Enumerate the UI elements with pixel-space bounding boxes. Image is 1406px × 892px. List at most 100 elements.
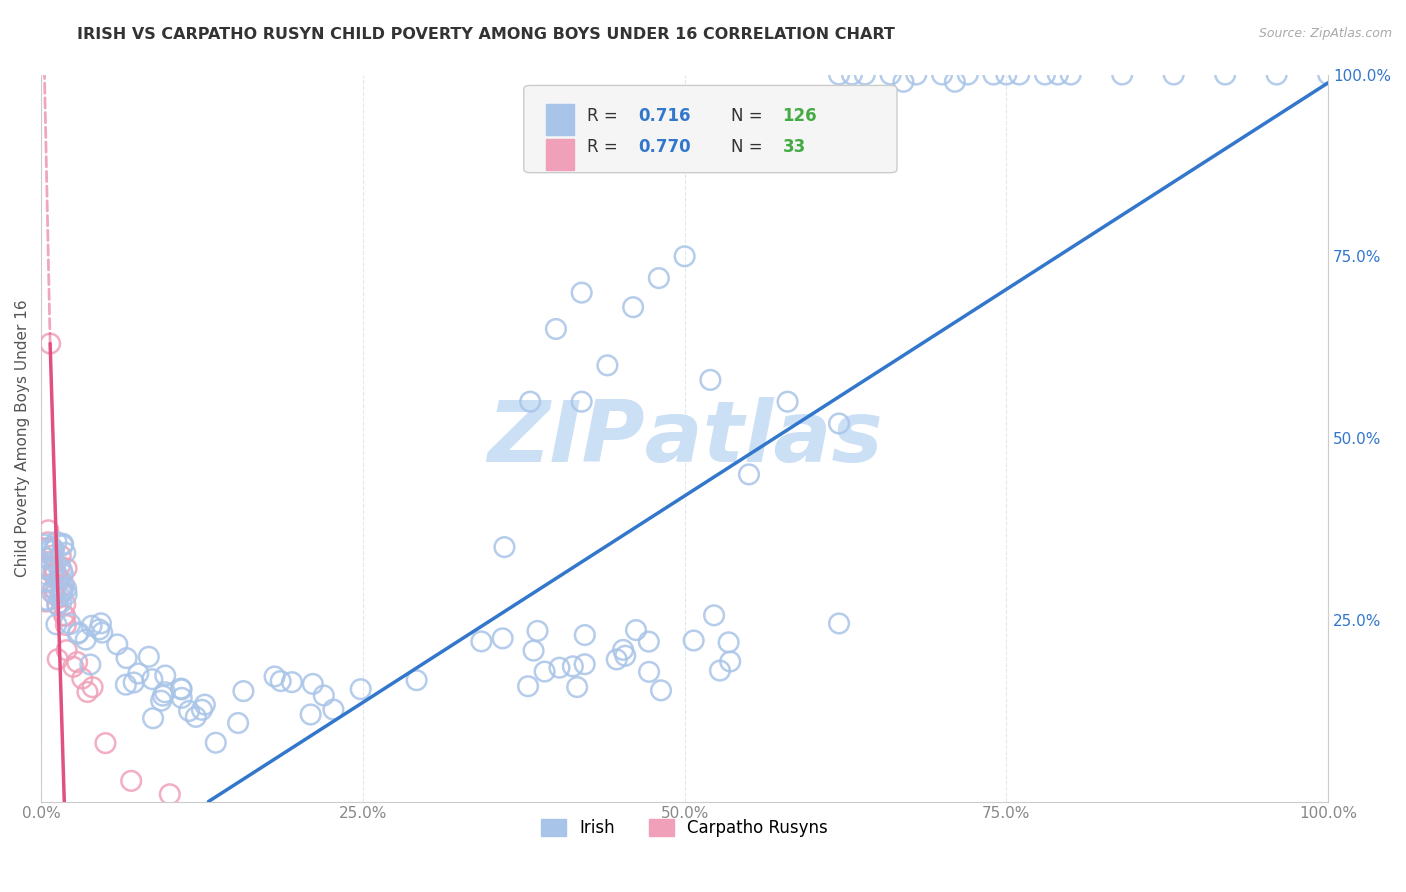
FancyBboxPatch shape — [546, 104, 574, 135]
Point — [544, 322, 567, 336]
Point — [648, 271, 671, 285]
Point — [650, 683, 672, 698]
Point — [138, 649, 160, 664]
Point — [59, 616, 82, 631]
Point — [51, 595, 73, 609]
Point — [75, 632, 97, 647]
Text: R =: R = — [586, 107, 623, 125]
Point — [170, 682, 193, 697]
Point — [956, 68, 979, 82]
Point — [561, 659, 583, 673]
Point — [621, 300, 644, 314]
Text: 33: 33 — [783, 138, 806, 156]
Legend: Irish, Carpatho Rusyns: Irish, Carpatho Rusyns — [534, 813, 835, 844]
Point — [299, 707, 322, 722]
FancyBboxPatch shape — [546, 139, 574, 169]
Y-axis label: Child Poverty Among Boys Under 16: Child Poverty Among Boys Under 16 — [15, 299, 30, 577]
Text: R =: R = — [586, 138, 623, 156]
Point — [105, 637, 128, 651]
Point — [1317, 68, 1340, 82]
Point — [718, 655, 741, 669]
Point — [55, 582, 77, 596]
Point — [53, 597, 76, 611]
Point — [37, 535, 59, 549]
Point — [177, 704, 200, 718]
Point — [350, 682, 373, 697]
Point — [159, 787, 181, 801]
Point — [571, 394, 593, 409]
Point — [204, 736, 226, 750]
Point — [44, 588, 66, 602]
Point — [931, 68, 953, 82]
Text: 126: 126 — [783, 107, 817, 125]
Point — [141, 672, 163, 686]
Point — [67, 625, 90, 640]
Point — [995, 68, 1018, 82]
Point — [517, 679, 540, 693]
Point — [41, 540, 63, 554]
Point — [53, 609, 76, 624]
Point — [48, 589, 70, 603]
Point — [519, 394, 541, 409]
Point — [170, 681, 193, 696]
Point — [828, 417, 851, 431]
Point — [1213, 68, 1236, 82]
Point — [879, 68, 901, 82]
Point — [45, 557, 67, 571]
Point — [470, 634, 492, 648]
Point — [574, 657, 596, 672]
Point — [35, 559, 58, 574]
Point — [66, 655, 89, 669]
Point — [596, 359, 619, 373]
Point — [170, 690, 193, 705]
Point — [51, 586, 73, 600]
Point — [52, 578, 75, 592]
Point — [35, 551, 58, 566]
Point — [55, 618, 77, 632]
Point — [548, 661, 571, 675]
Point — [35, 594, 58, 608]
Point — [37, 562, 59, 576]
Text: ZIP​atlas: ZIP​atlas — [486, 397, 883, 480]
Point — [127, 666, 149, 681]
Point — [565, 680, 588, 694]
Point — [682, 633, 704, 648]
Point — [673, 249, 696, 263]
Point — [41, 549, 63, 563]
Point — [51, 563, 73, 577]
Point — [35, 593, 58, 607]
Point — [155, 668, 177, 682]
Text: N =: N = — [731, 107, 768, 125]
Text: Source: ZipAtlas.com: Source: ZipAtlas.com — [1258, 27, 1392, 40]
Point — [34, 537, 56, 551]
Point — [150, 694, 173, 708]
Point — [42, 561, 65, 575]
Point — [39, 336, 62, 351]
Point — [49, 549, 72, 563]
Point — [45, 617, 67, 632]
Point — [42, 564, 65, 578]
Point — [52, 582, 75, 597]
Point — [115, 678, 138, 692]
Point — [46, 598, 69, 612]
Point — [49, 573, 72, 587]
Point — [226, 716, 249, 731]
Point — [55, 561, 77, 575]
Point — [42, 567, 65, 582]
Point — [494, 540, 516, 554]
Point — [153, 685, 176, 699]
Point — [44, 566, 66, 580]
Point — [301, 677, 323, 691]
Point — [614, 648, 637, 663]
Point — [263, 669, 285, 683]
Text: 0.716: 0.716 — [638, 107, 690, 125]
Point — [48, 570, 70, 584]
Point — [522, 643, 544, 657]
Point — [853, 68, 876, 82]
Point — [35, 541, 58, 555]
Point — [893, 75, 915, 89]
Point — [142, 711, 165, 725]
Text: IRISH VS CARPATHO RUSYN CHILD POVERTY AMONG BOYS UNDER 16 CORRELATION CHART: IRISH VS CARPATHO RUSYN CHILD POVERTY AM… — [77, 27, 896, 42]
Point — [53, 546, 76, 560]
Point — [983, 68, 1005, 82]
